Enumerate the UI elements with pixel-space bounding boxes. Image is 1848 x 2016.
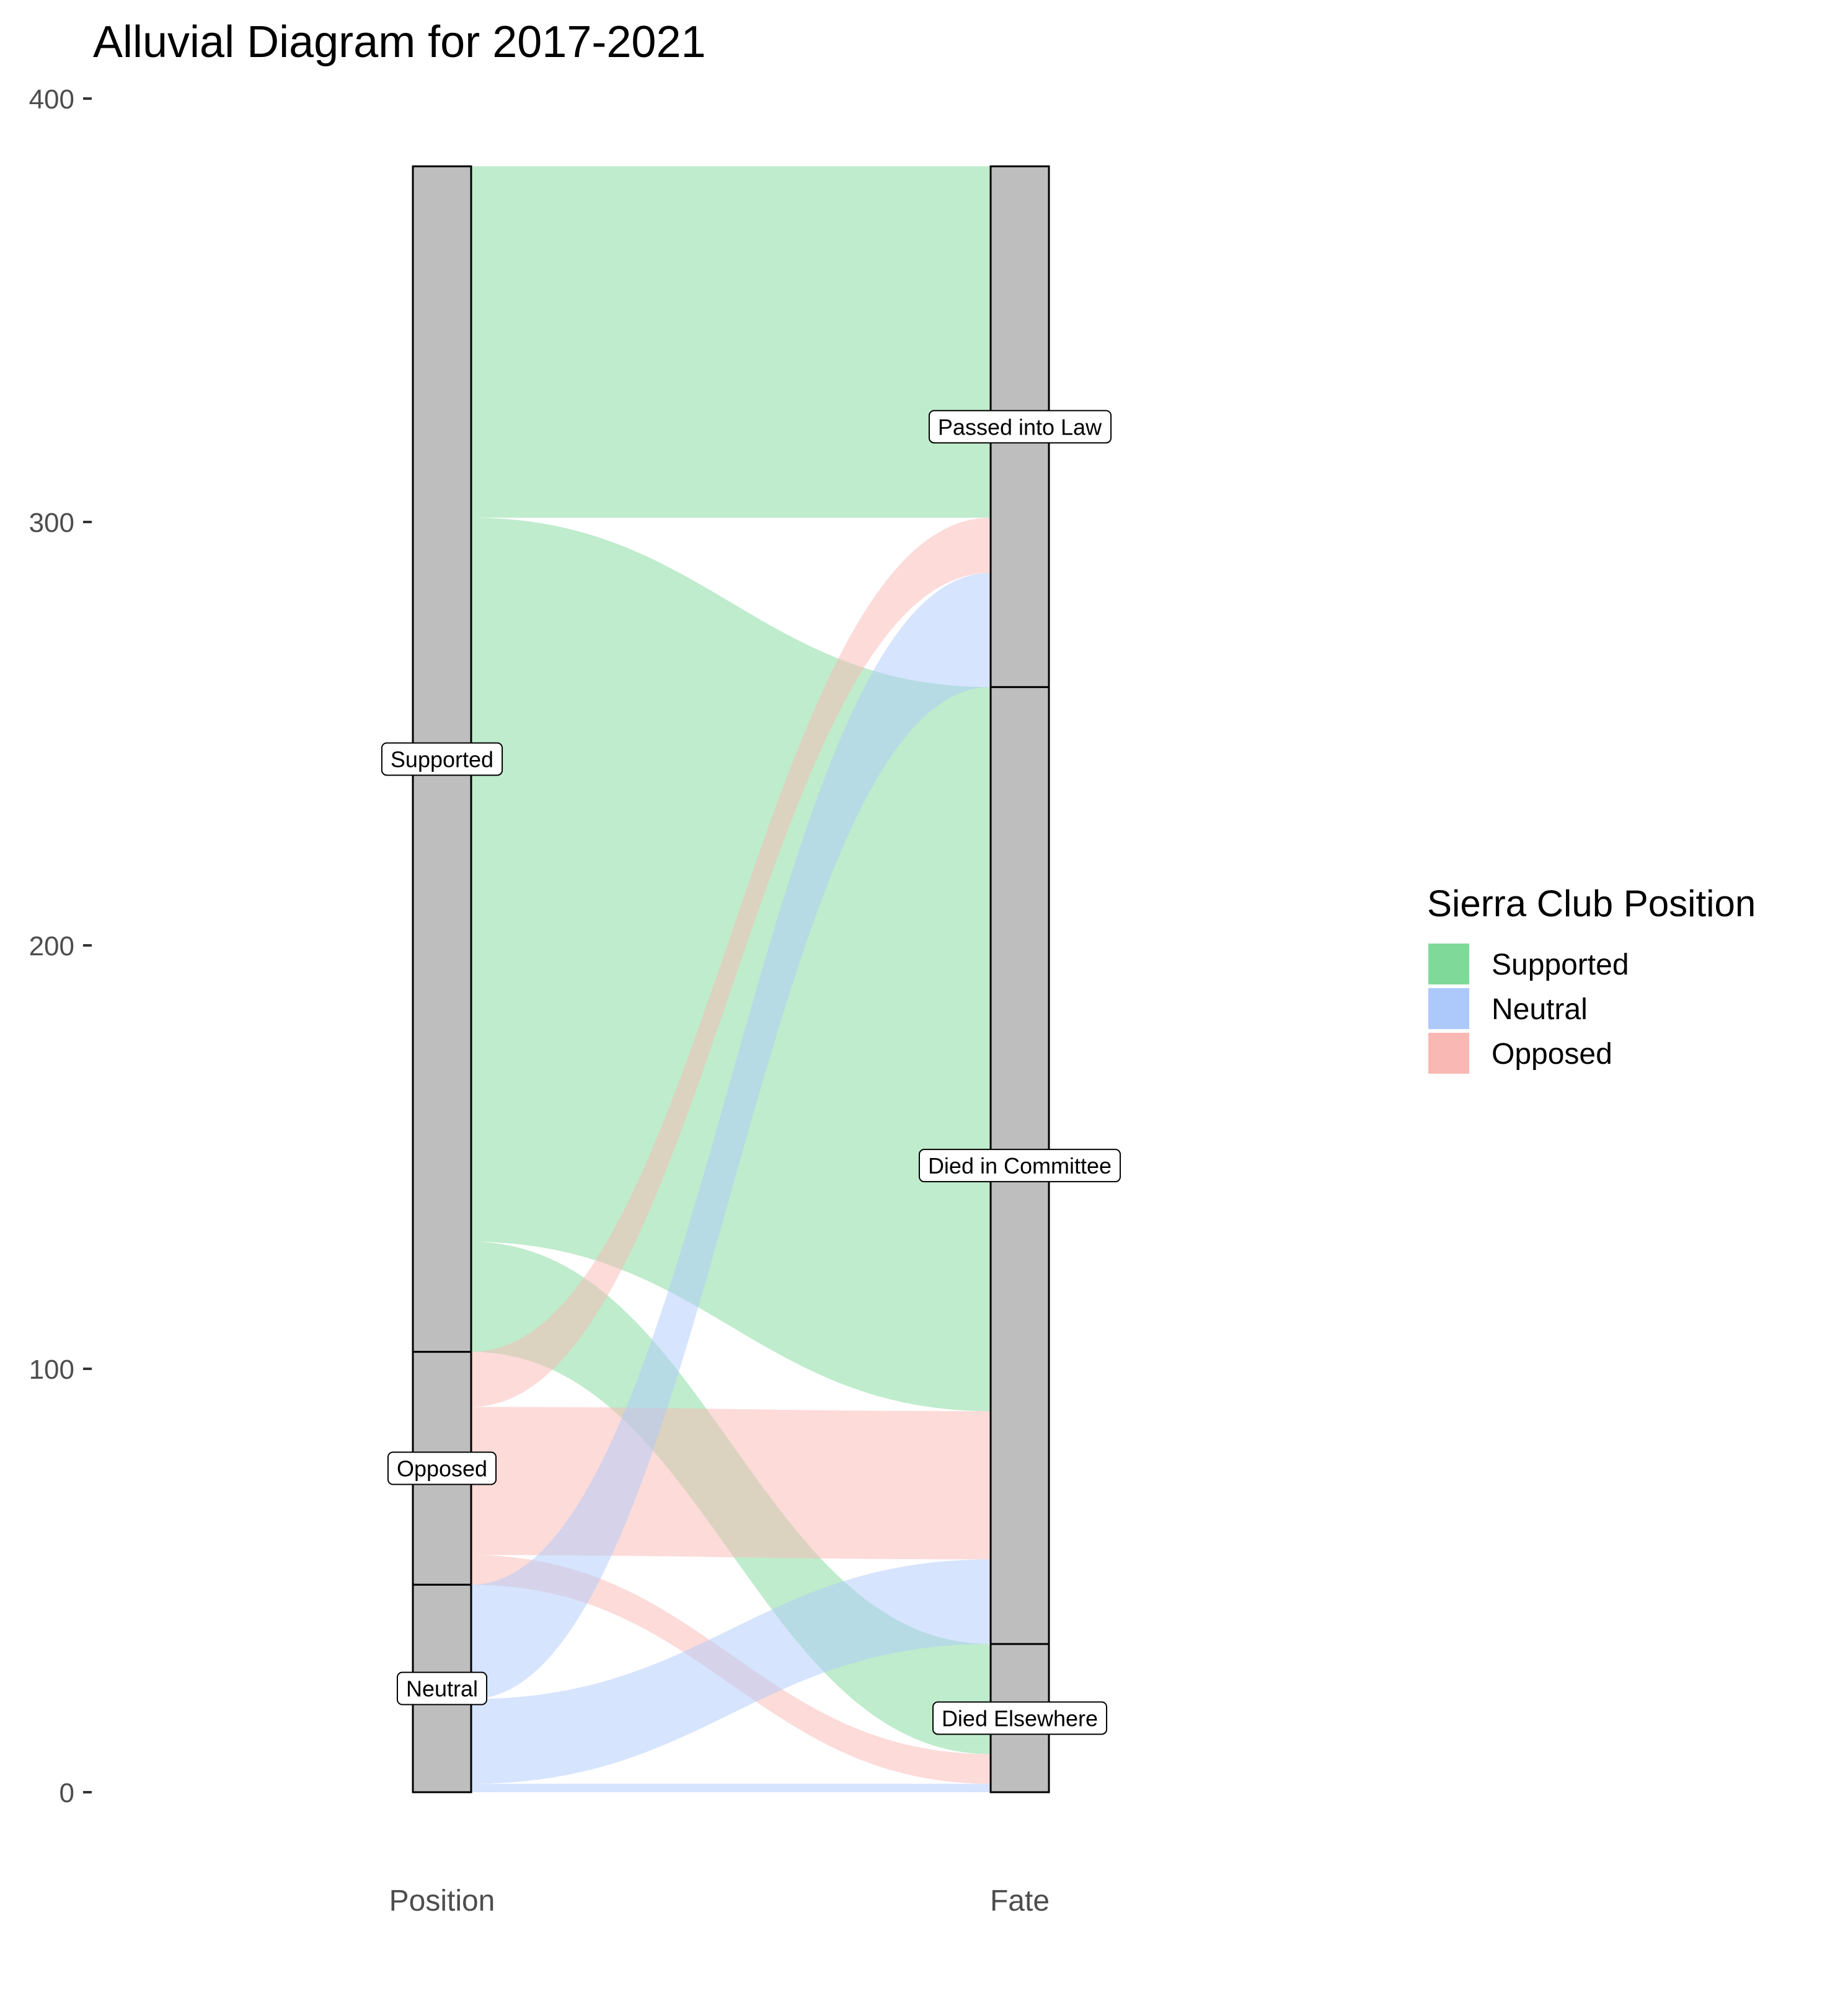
y-tick-label: 400 bbox=[29, 84, 74, 115]
stratum-label-text: Died Elsewhere bbox=[942, 1705, 1098, 1731]
legend-label-supported: Supported bbox=[1492, 948, 1629, 981]
legend-swatch-supported bbox=[1428, 944, 1469, 984]
stratum-label-box bbox=[928, 410, 1112, 444]
flow-supported-to-passed-into-law bbox=[471, 166, 991, 518]
y-tick-label: 200 bbox=[29, 931, 74, 962]
x-axis-label-fate: Fate bbox=[990, 1885, 1050, 1917]
flow-opposed-to-died-in-committee bbox=[471, 1407, 991, 1560]
flows-layer bbox=[471, 166, 991, 1792]
legend-label-opposed: Opposed bbox=[1492, 1038, 1612, 1071]
stratum-label-right-died-elsewhere: Died Elsewhere bbox=[932, 1701, 1108, 1735]
stratum-label-text: Supported bbox=[391, 746, 493, 772]
x-axis: Position Fate bbox=[389, 1885, 1050, 1917]
y-tick-label: 100 bbox=[29, 1355, 74, 1385]
chart-title: Alluvial Diagram for 2017-2021 bbox=[93, 17, 706, 67]
legend-title: Sierra Club Position bbox=[1427, 883, 1756, 924]
x-axis-label-position: Position bbox=[389, 1885, 495, 1917]
stratum-label-box bbox=[932, 1701, 1108, 1735]
stratum-label-text: Passed into Law bbox=[938, 414, 1102, 440]
flow-neutral-to-passed-into-law bbox=[471, 572, 991, 1699]
y-tick-label: 300 bbox=[29, 508, 74, 538]
flow-opposed-to-passed-into-law bbox=[471, 518, 991, 1407]
legend-label-neutral: Neutral bbox=[1492, 993, 1588, 1026]
stratum-label-left-opposed: Opposed bbox=[387, 1451, 497, 1485]
y-tick-label: 0 bbox=[60, 1778, 74, 1808]
stratum-label-box bbox=[381, 742, 503, 776]
stratum-label-box bbox=[396, 1671, 488, 1705]
flow-neutral-to-died-elsewhere bbox=[471, 1784, 991, 1792]
flow-neutral-to-died-in-committee bbox=[471, 1559, 991, 1784]
stratum-label-left-supported: Supported bbox=[381, 742, 503, 776]
stratum-label-right-passed-into-law: Passed into Law bbox=[928, 410, 1112, 444]
y-axis: 0 100 200 300 400 bbox=[29, 84, 92, 1808]
legend-swatch-opposed bbox=[1428, 1033, 1469, 1074]
legend-swatch-neutral bbox=[1428, 988, 1469, 1029]
stratum-label-text: Died in Committee bbox=[928, 1153, 1112, 1178]
stratum-label-left-neutral: Neutral bbox=[396, 1671, 488, 1705]
strata-layer: Supported Opposed Neutral Passed into Law Di… bbox=[381, 165, 1121, 1793]
legend: Sierra Club Position Supported Neutral Opp… bbox=[1427, 883, 1756, 1074]
stratum-label-text: Neutral bbox=[406, 1676, 478, 1702]
stratum-label-box bbox=[387, 1451, 497, 1485]
stratum-label-box bbox=[918, 1149, 1121, 1183]
stratum-label-text: Opposed bbox=[397, 1456, 487, 1482]
stratum-label-right-died-in-committee: Died in Committee bbox=[918, 1149, 1121, 1183]
